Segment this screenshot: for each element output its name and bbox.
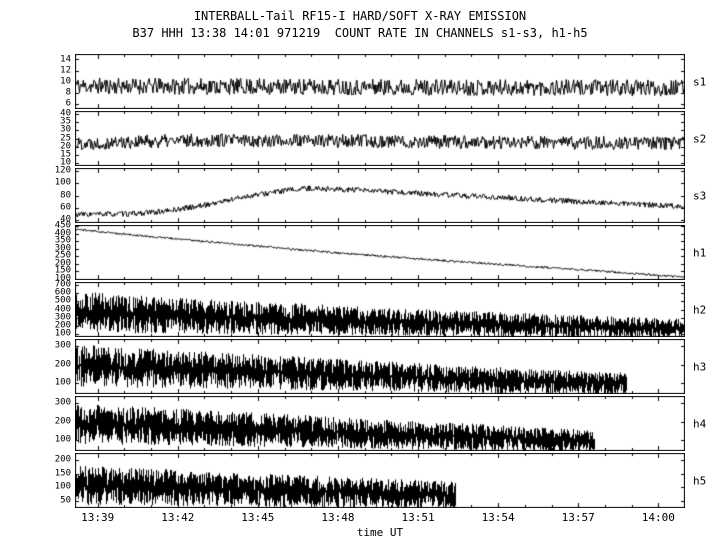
y-tick-label-s3-100: 100 — [54, 177, 71, 188]
channel-label-h1: h1 — [693, 246, 707, 259]
y-tick-label-h2-700: 700 — [54, 279, 71, 290]
x-tick-label-13:57: 13:57 — [561, 511, 595, 524]
plot-subtitle: B37 HHH 13:38 14:01 971219 COUNT RATE IN… — [132, 26, 588, 40]
panel-canvas-h5 — [75, 453, 685, 508]
y-tick-label-s1-14: 14 — [60, 54, 71, 64]
panel-h2 — [75, 282, 685, 337]
y-tick-label-h2-600: 600 — [54, 287, 71, 298]
channel-label-h2: h2 — [693, 303, 707, 316]
x-tick-label-13:48: 13:48 — [321, 511, 355, 524]
y-tick-label-h5-200: 200 — [54, 454, 71, 465]
y-tick-label-s1-8: 8 — [65, 87, 71, 97]
y-tick-label-h2-500: 500 — [54, 295, 71, 306]
panel-h4 — [75, 396, 685, 451]
y-tick-label-h5-50: 50 — [60, 495, 71, 506]
y-tick-label-s3-120: 120 — [54, 165, 71, 176]
channel-label-s3: s3 — [693, 189, 707, 202]
channel-label-s1: s1 — [693, 75, 707, 88]
panel-canvas-h2 — [75, 282, 685, 337]
y-tick-label-h5-100: 100 — [54, 481, 71, 492]
y-tick-label-s2-40: 40 — [60, 108, 71, 119]
y-tick-label-s1-6: 6 — [65, 98, 71, 108]
y-tick-label-s3-40: 40 — [60, 214, 71, 225]
panel-canvas-s2 — [75, 111, 685, 166]
panel-canvas-s1 — [75, 54, 685, 109]
y-tick-label-s2-25: 25 — [60, 133, 71, 143]
panel-h5 — [75, 453, 685, 508]
y-tick-label-h1-150: 150 — [54, 265, 71, 276]
y-tick-label-h4-200: 200 — [54, 416, 71, 427]
y-tick-label-h2-100: 100 — [54, 328, 71, 339]
y-tick-label-s1-10: 10 — [60, 76, 71, 86]
y-tick-label-h1-350: 350 — [54, 235, 71, 246]
y-tick-label-s2-15: 15 — [60, 149, 71, 160]
panel-s3 — [75, 168, 685, 223]
channel-label-h5: h5 — [693, 474, 707, 487]
y-tick-label-h2-300: 300 — [54, 312, 71, 323]
panel-s2 — [75, 111, 685, 166]
panel-h3 — [75, 339, 685, 394]
x-tick-label-14:00: 14:00 — [641, 511, 675, 524]
channel-label-s2: s2 — [693, 132, 707, 145]
y-tick-label-s2-35: 35 — [60, 116, 71, 127]
y-tick-label-s2-10: 10 — [60, 157, 71, 168]
panel-s1 — [75, 54, 685, 109]
y-tick-label-h2-400: 400 — [54, 304, 71, 314]
y-tick-label-h1-400: 400 — [54, 228, 71, 239]
y-tick-label-s1-12: 12 — [60, 65, 71, 75]
y-tick-label-h3-100: 100 — [54, 377, 71, 388]
y-tick-label-h3-300: 300 — [54, 340, 71, 351]
y-tick-label-s3-80: 80 — [60, 190, 71, 200]
y-tick-label-h5-150: 150 — [54, 468, 71, 479]
panel-h1 — [75, 225, 685, 280]
y-tick-label-s3-60: 60 — [60, 202, 71, 213]
panel-canvas-h3 — [75, 339, 685, 394]
y-tick-label-h1-450: 450 — [54, 220, 71, 231]
y-tick-label-h4-100: 100 — [54, 434, 71, 445]
panel-canvas-h1 — [75, 225, 685, 280]
y-tick-label-h2-200: 200 — [54, 320, 71, 331]
channel-label-h4: h4 — [693, 417, 707, 430]
y-tick-label-h1-250: 250 — [54, 250, 71, 261]
channel-label-h3: h3 — [693, 360, 707, 373]
x-axis-label: time UT — [356, 526, 404, 539]
x-tick-label-13:39: 13:39 — [81, 511, 115, 524]
plot-title: INTERBALL-Tail RF15-I HARD/SOFT X-RAY EM… — [193, 9, 527, 23]
x-tick-label-13:45: 13:45 — [241, 511, 275, 524]
y-tick-label-s2-20: 20 — [60, 141, 71, 152]
panel-canvas-s3 — [75, 168, 685, 223]
y-tick-label-s2-30: 30 — [60, 124, 71, 135]
y-tick-label-h1-100: 100 — [54, 273, 71, 283]
x-tick-label-13:51: 13:51 — [401, 511, 435, 524]
x-tick-label-13:42: 13:42 — [161, 511, 195, 524]
panel-canvas-h4 — [75, 396, 685, 451]
y-tick-label-h3-200: 200 — [54, 359, 71, 370]
y-tick-label-h4-300: 300 — [54, 397, 71, 408]
x-tick-label-13:54: 13:54 — [481, 511, 515, 524]
y-tick-label-h1-200: 200 — [54, 258, 71, 269]
y-tick-label-h1-300: 300 — [54, 243, 71, 254]
